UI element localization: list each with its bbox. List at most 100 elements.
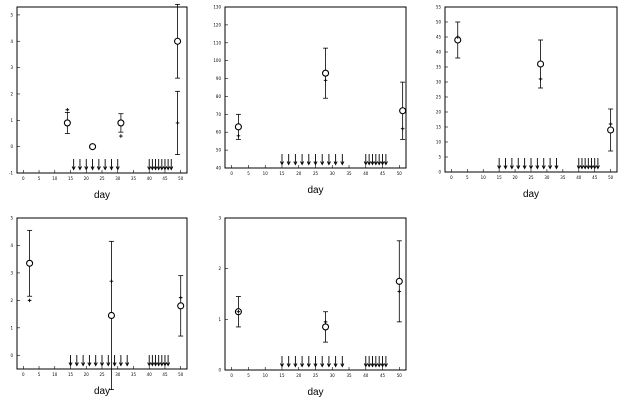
data-point-plus	[109, 279, 114, 283]
x-tick-label: 40	[363, 171, 369, 176]
arrow-marker	[166, 159, 171, 171]
arrow-marker	[300, 356, 305, 368]
y-tick-label: 0	[10, 144, 13, 149]
arrow-marker	[81, 355, 86, 367]
x-tick-label: 5	[247, 373, 250, 378]
arrow-marker	[300, 154, 305, 166]
arrow-marker	[333, 154, 338, 166]
x-tick-label: 45	[162, 372, 168, 377]
x-tick-label: 0	[22, 372, 25, 377]
arrow-marker	[153, 159, 158, 171]
plot-frame	[224, 6, 407, 169]
arrow-marker	[367, 154, 372, 166]
x-tick-label: 5	[466, 175, 469, 180]
data-point-plus	[323, 320, 328, 324]
arrow-marker	[166, 355, 171, 367]
arrow-marker	[370, 356, 375, 368]
x-tick-label: 15	[68, 372, 74, 377]
data-point-circle	[322, 69, 330, 77]
arrow-marker	[595, 158, 600, 170]
arrow-marker	[118, 355, 123, 367]
plot-frame	[16, 217, 188, 370]
x-tick-label: 45	[380, 171, 386, 176]
arrow-marker	[306, 154, 311, 166]
x-tick-label: 40	[576, 175, 582, 180]
x-tick-label: 15	[279, 171, 285, 176]
data-point-circle	[395, 277, 403, 285]
arrow-marker	[383, 356, 388, 368]
x-tick-label: 15	[68, 176, 74, 181]
arrow-marker	[589, 158, 594, 170]
data-point-circle	[177, 302, 185, 310]
arrow-marker	[554, 158, 559, 170]
arrow-marker	[592, 158, 597, 170]
y-tick-label: 1	[218, 317, 221, 322]
y-tick-label: 4	[10, 39, 13, 44]
x-tick-label: 0	[230, 373, 233, 378]
x-tick-label: 10	[263, 171, 269, 176]
arrow-marker	[150, 355, 155, 367]
y-tick-label: 3	[218, 216, 221, 221]
y-tick-label: 50	[436, 20, 442, 25]
x-tick-label: 25	[528, 175, 534, 180]
arrow-marker	[112, 355, 117, 367]
arrow-marker	[279, 356, 284, 368]
arrow-marker	[326, 154, 331, 166]
arrow-marker	[363, 154, 368, 166]
x-tick-label: 35	[346, 171, 352, 176]
y-tick-label: 50	[216, 148, 222, 153]
data-point-plus	[65, 107, 70, 112]
x-tick-label: 10	[481, 175, 487, 180]
arrow-marker	[497, 158, 502, 170]
y-tick-label: 2	[10, 298, 13, 303]
arrow-marker	[503, 158, 508, 170]
x-tick-label: 35	[131, 176, 137, 181]
data-point-circle	[607, 126, 615, 134]
x-tick-label: 40	[147, 372, 153, 377]
arrow-marker	[516, 158, 521, 170]
arrow-marker	[77, 159, 82, 171]
y-tick-label: -1	[9, 171, 13, 176]
x-tick-label: 50	[608, 175, 614, 180]
arrow-marker	[529, 158, 533, 170]
arrow-marker	[383, 154, 388, 166]
y-tick-label: 55	[436, 5, 442, 10]
data-point-circle	[107, 311, 115, 320]
y-tick-label: 110	[213, 40, 221, 45]
x-axis-label: day	[94, 190, 110, 201]
arrow-marker	[586, 158, 591, 170]
arrow-marker	[150, 159, 155, 171]
x-tick-label: 5	[247, 171, 250, 176]
arrow-marker	[548, 158, 553, 170]
y-tick-label: 80	[216, 94, 222, 99]
x-tick-label: 20	[296, 373, 302, 378]
y-tick-label: 90	[216, 76, 222, 81]
y-tick-label: 60	[216, 130, 222, 135]
data-point-plus	[397, 289, 402, 294]
arrow-marker	[333, 356, 338, 368]
arrow-marker	[286, 356, 291, 368]
y-tick-label: 4	[10, 243, 13, 248]
y-tick-label: 3	[10, 270, 13, 275]
arrow-marker	[320, 154, 325, 166]
y-tick-label: 15	[436, 125, 442, 130]
data-point-plus	[236, 134, 241, 138]
arrow-marker	[313, 356, 318, 368]
x-tick-label: 10	[52, 176, 58, 181]
x-tick-label: 0	[450, 175, 453, 180]
y-tick-label: 40	[436, 50, 442, 55]
arrow-marker	[162, 355, 167, 367]
x-tick-label: 5	[38, 176, 41, 181]
y-tick-label: 30	[436, 80, 442, 85]
y-tick-label: 3	[10, 65, 13, 70]
arrow-marker	[535, 158, 540, 170]
arrow-marker	[509, 158, 514, 170]
arrow-marker	[340, 356, 345, 368]
x-axis-label: day	[307, 185, 323, 196]
arrow-marker	[115, 159, 120, 171]
arrow-marker	[576, 158, 581, 170]
arrow-marker	[579, 158, 584, 170]
data-point-plus	[119, 134, 123, 138]
y-tick-label: 0	[438, 170, 441, 175]
